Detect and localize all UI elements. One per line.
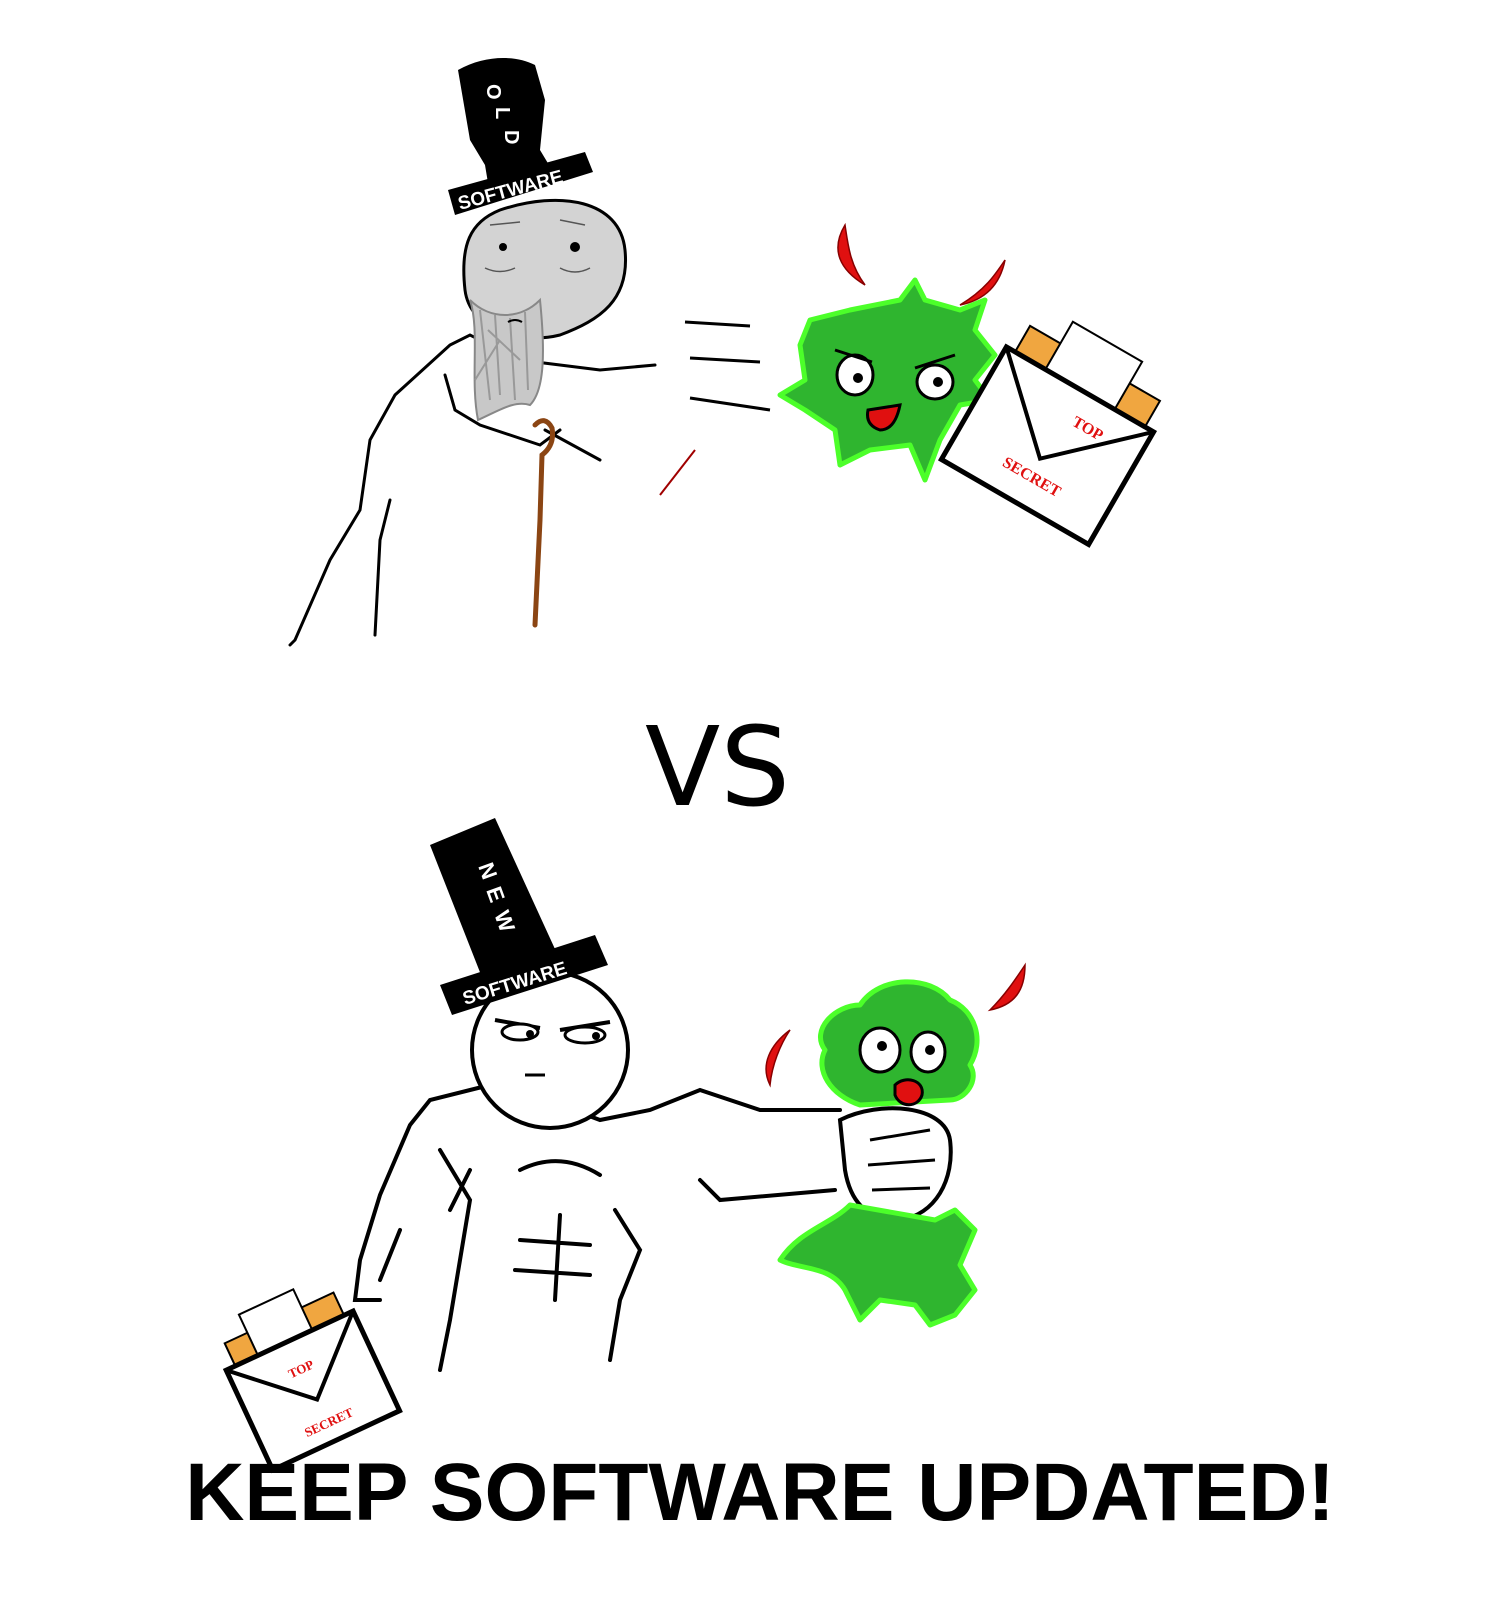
envelope-bottom-body xyxy=(222,1307,403,1474)
envelope-top-body xyxy=(937,343,1158,548)
old-man-figure xyxy=(288,198,657,647)
top-secret-envelope-bottom: TOP SECRET xyxy=(222,1287,403,1474)
top-secret-envelope-top: TOP SECRET xyxy=(937,320,1162,548)
old-hat-letter-l: L xyxy=(491,107,513,119)
old-hat-brim xyxy=(448,152,593,215)
virus-top-horn-left xyxy=(837,222,866,286)
old-hat-letter-o: O xyxy=(482,84,504,100)
old-man-right-eye xyxy=(570,242,580,252)
old-man-wrinkles xyxy=(484,219,591,273)
old-software-hat: O L D SOFTWARE xyxy=(448,58,593,215)
old-man-mouth xyxy=(507,319,523,323)
motion-lines xyxy=(659,320,771,496)
virus-top-body xyxy=(777,277,998,483)
old-man-cane xyxy=(532,418,555,628)
new-hat-crown xyxy=(430,818,560,985)
virus-squeezed-bottom xyxy=(765,962,1026,1328)
virus-top-horn-right xyxy=(959,259,1006,306)
envelope-bottom-flap xyxy=(225,1310,355,1403)
virus-top-tongue xyxy=(866,403,902,432)
virus-bottom-horn-left xyxy=(765,1029,791,1088)
muscular-figure xyxy=(352,970,953,1372)
virus-bottom-tongue xyxy=(893,1078,924,1107)
old-man-body xyxy=(288,333,657,647)
virus-bottom-horn-right xyxy=(987,962,1026,1012)
envelope-top-flap xyxy=(1004,346,1155,462)
old-man-left-eye xyxy=(499,243,507,251)
vs-label: VS xyxy=(645,703,790,831)
new-hat-brim xyxy=(440,935,608,1015)
old-man-head xyxy=(462,198,628,340)
muscular-body xyxy=(352,1083,842,1372)
old-hat-letter-d: D xyxy=(500,130,522,144)
blood-streak xyxy=(659,449,696,496)
virus-bottom-lower-body xyxy=(777,1202,978,1328)
old-man-beard-strands xyxy=(474,309,529,401)
virus-thief-top xyxy=(777,222,1006,483)
old-hat-crown xyxy=(458,58,555,196)
virus-top-brows xyxy=(834,348,956,370)
slogan-text: KEEP SOFTWARE UPDATED! xyxy=(185,1447,1335,1538)
